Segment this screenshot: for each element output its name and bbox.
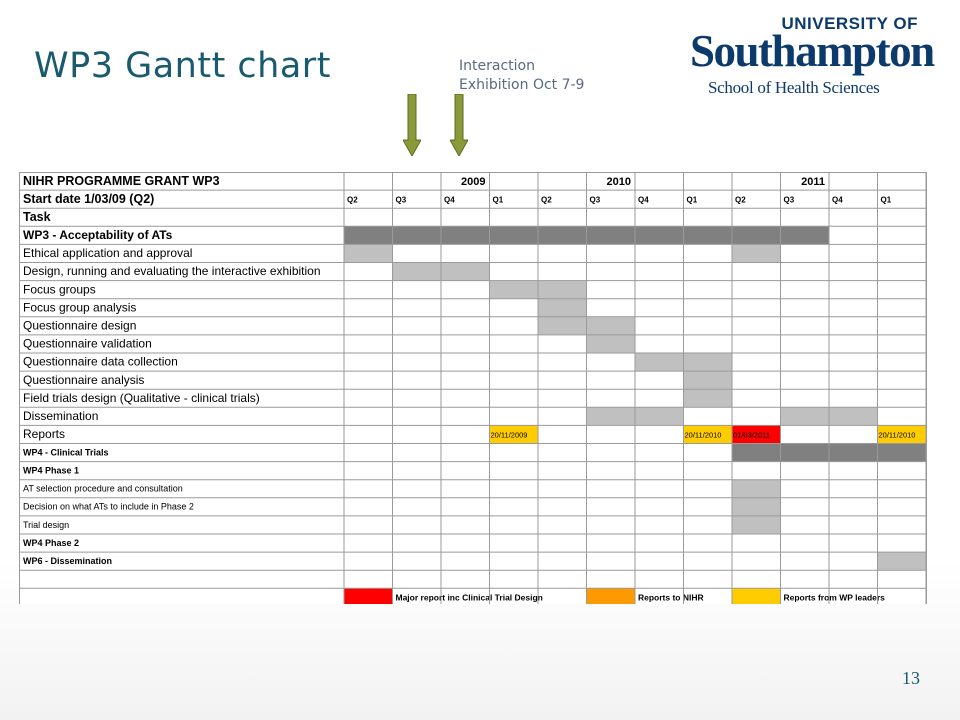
task-bar (489, 425, 538, 444)
task-name: Ethical application and approval (23, 246, 192, 260)
task-bar (877, 552, 926, 571)
task-name: WP4 - Clinical Trials (23, 447, 109, 457)
task-name: Questionnaire data collection (23, 355, 178, 369)
task-name: AT selection procedure and consultation (23, 484, 183, 494)
task-name: Decision on what ATs to include in Phase… (23, 502, 194, 512)
down-arrow-icon (450, 94, 468, 156)
year-label: 2011 (801, 176, 825, 188)
task-name: Focus groups (23, 282, 96, 296)
quarter-label: Q4 (444, 195, 455, 204)
report-date-label: 20/11/2010 (685, 430, 722, 439)
quarter-label: Q1 (493, 195, 504, 204)
quarter-label: Q4 (832, 195, 843, 204)
task-name: Field trials design (Qualitative - clini… (23, 391, 260, 405)
exhibition-annotation: Interaction Exhibition Oct 7-9 (459, 57, 584, 95)
task-bar (732, 497, 781, 516)
quarter-label: Q1 (881, 195, 892, 204)
task-name: Questionnaire validation (23, 337, 152, 351)
task-name: Focus group analysis (23, 300, 136, 314)
legend-swatch (732, 588, 781, 604)
task-bar (732, 515, 781, 534)
task-bar (683, 425, 732, 444)
annotation-line-2: Exhibition Oct 7-9 (459, 77, 585, 93)
task-bar (683, 389, 732, 408)
task-bar (344, 244, 393, 263)
task-name: Questionnaire design (23, 319, 136, 333)
quarter-label: Q2 (541, 195, 552, 204)
task-bar (732, 425, 781, 444)
quarter-label: Q1 (687, 195, 698, 204)
task-bar (683, 371, 732, 390)
legend-label: Reports to NIHR (638, 593, 704, 603)
task-header: Task (23, 210, 51, 224)
task-name: WP4 Phase 2 (23, 538, 79, 548)
report-date-label: 20/11/2010 (879, 430, 916, 439)
task-name: Trial design (23, 520, 69, 530)
legend-swatch (344, 588, 393, 604)
report-date-label: 01/03/2011 (733, 430, 770, 439)
year-label: 2010 (607, 176, 631, 188)
page-number: 13 (902, 668, 920, 688)
task-name: WP3 - Acceptability of ATs (23, 228, 173, 242)
year-label: 2009 (461, 176, 485, 188)
logo-school-name: School of Health Sciences (708, 78, 880, 97)
quarter-label: Q3 (396, 195, 407, 204)
logo-southampton: Southampton (690, 26, 935, 76)
annotation-line-1: Interaction (459, 58, 535, 74)
legend-swatch (586, 588, 635, 604)
university-logo: UNIVERSITY OF Southampton School of Heal… (690, 14, 935, 99)
gantt-header-title: NIHR PROGRAMME GRANT WP3 (23, 174, 220, 188)
quarter-label: Q2 (347, 195, 358, 204)
task-bar (538, 298, 587, 317)
task-name: WP6 - Dissemination (23, 556, 112, 566)
page-title: WP3 Gantt chart (34, 46, 331, 86)
task-name: Dissemination (23, 409, 98, 423)
gantt-chart: NIHR PROGRAMME GRANT WP32009201020112012… (19, 172, 943, 604)
task-bar (732, 244, 781, 263)
task-bar (732, 479, 781, 498)
quarter-label: Q4 (638, 195, 649, 204)
legend-label: Reports from WP leaders (784, 593, 886, 603)
task-name: Reports (23, 427, 65, 441)
task-bar (877, 425, 926, 444)
task-bar (586, 334, 635, 353)
gantt-start-date: Start date 1/03/09 (Q2) (23, 192, 154, 206)
report-date-label: 20/11/2009 (491, 430, 528, 439)
down-arrow-icon (403, 94, 421, 156)
quarter-label: Q3 (590, 195, 601, 204)
logo-university-of: UNIVERSITY OF (781, 14, 918, 33)
quarter-label: Q3 (784, 195, 795, 204)
task-name: WP4 Phase 1 (23, 466, 79, 476)
task-name: Questionnaire analysis (23, 373, 144, 387)
quarter-label: Q2 (735, 195, 746, 204)
legend-label: Major report inc Clinical Trial Design (396, 593, 543, 603)
task-name: Design, running and evaluating the inter… (23, 264, 321, 278)
gantt-chart-svg: NIHR PROGRAMME GRANT WP32009201020112012… (19, 172, 927, 604)
